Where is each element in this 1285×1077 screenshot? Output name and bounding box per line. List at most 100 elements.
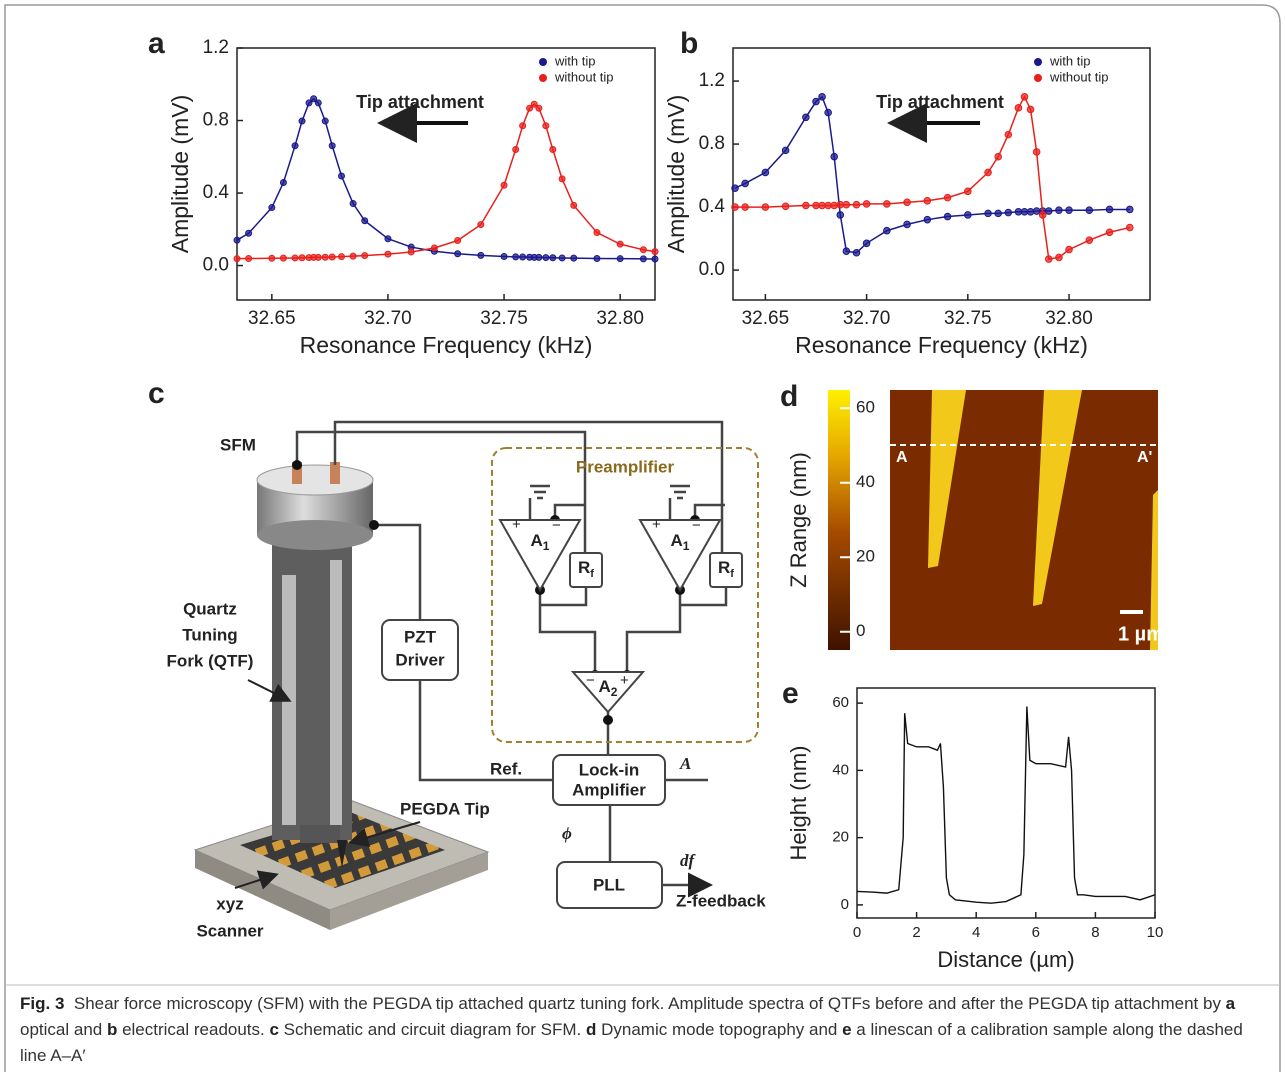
rf-label: Rf <box>718 558 734 579</box>
data-point <box>593 254 601 262</box>
data-point <box>903 220 911 229</box>
start-label: A <box>896 449 908 466</box>
data-point <box>1038 211 1047 219</box>
data-point <box>500 252 508 260</box>
data-point <box>842 247 851 255</box>
data-point <box>298 117 306 125</box>
zfeedback-label: Z-feedback <box>676 891 766 910</box>
caption-bold: d <box>586 1020 597 1039</box>
legend-label: with tip <box>554 53 595 68</box>
arrow <box>348 821 421 848</box>
amplifier <box>570 671 646 714</box>
rf-sub: f <box>590 568 594 580</box>
panel-label: d <box>780 380 798 413</box>
data-point <box>291 142 299 150</box>
data-point <box>1105 205 1114 214</box>
sign: − <box>586 672 595 689</box>
qtf-label: Quartz <box>183 599 237 618</box>
data-point <box>279 254 287 262</box>
phase-label: ϕ <box>562 824 572 843</box>
data-point <box>842 200 851 209</box>
y-tick-label: 1.2 <box>203 37 229 58</box>
data-point <box>384 235 392 243</box>
data-point <box>651 248 659 256</box>
y-tick-label: 0.0 <box>203 255 229 276</box>
annotation: Tip attachment <box>356 92 484 112</box>
scanner-label: xyz <box>216 894 243 913</box>
y-tick-label: 0.4 <box>699 196 726 217</box>
x-tick-label: 32.80 <box>596 308 644 329</box>
y-axis-label: Amplitude (mV) <box>663 95 689 253</box>
data-point <box>1014 104 1023 112</box>
caption-bold: b <box>106 1020 118 1039</box>
data-point <box>651 255 659 263</box>
data-point <box>994 209 1002 218</box>
data-point <box>314 253 322 261</box>
colorbar <box>828 390 850 650</box>
data-point <box>781 202 790 211</box>
data-point <box>535 253 543 261</box>
scale-label: 1 µm <box>1118 623 1164 645</box>
data-point <box>883 226 891 235</box>
wire <box>528 498 672 520</box>
x-tick-label: 32.65 <box>248 308 296 329</box>
x-tick-label: 6 <box>1032 924 1040 941</box>
data-point <box>830 152 839 161</box>
data-point <box>298 254 306 262</box>
caption-bold: c <box>269 1020 279 1039</box>
data-point <box>731 184 739 192</box>
data-point <box>616 255 624 263</box>
head <box>257 520 373 550</box>
plot-frame <box>856 687 1156 919</box>
data-point <box>321 117 329 125</box>
colorbar-tick-label: 20 <box>856 547 875 566</box>
data-point <box>477 221 485 229</box>
data-point <box>245 229 253 237</box>
sign: + <box>652 516 661 533</box>
legend-marker <box>539 74 547 82</box>
amplitude-label: A <box>679 754 691 773</box>
data-point <box>1004 130 1013 139</box>
x-axis-label: Resonance Frequency (kHz) <box>795 332 1088 358</box>
y-tick-label: 20 <box>832 829 849 846</box>
y-tick-label: 0.8 <box>203 110 229 131</box>
amplifier <box>638 519 722 593</box>
lockin-label: Lock-in <box>579 760 639 779</box>
scanner-side <box>195 850 330 930</box>
data-point <box>731 203 739 211</box>
data-point <box>1055 206 1063 215</box>
topography: d Z Range (nm) A A' 1 µm <box>780 380 1164 650</box>
data-point <box>639 246 647 254</box>
data-point <box>802 201 810 210</box>
data-point <box>984 209 992 218</box>
colorbar-tick-label: 40 <box>856 472 875 491</box>
amp-sub: 2 <box>611 685 618 699</box>
series-line <box>856 706 1156 904</box>
data-point <box>549 254 557 262</box>
data-point <box>361 252 369 260</box>
data-point <box>570 201 578 209</box>
caption-text: a linescan of a calibration sample along… <box>20 1020 1248 1065</box>
qtf-end <box>300 825 340 843</box>
data-point <box>1065 206 1073 215</box>
data-point <box>1105 228 1114 237</box>
data-point <box>943 193 952 202</box>
data-point <box>943 212 952 221</box>
data-point <box>1085 206 1094 215</box>
amp-label: A1 <box>671 531 690 553</box>
wire <box>374 523 553 782</box>
rf-base: R <box>578 558 590 577</box>
data-point <box>454 237 462 245</box>
x-tick-label: 32.75 <box>480 308 528 329</box>
x-tick-label: 32.65 <box>742 308 790 329</box>
data-point <box>639 255 647 263</box>
y-tick-label: 0.8 <box>699 133 725 154</box>
x-tick-label: 32.70 <box>364 308 412 329</box>
annotation: Tip attachment <box>876 92 1004 112</box>
qtf-label: Fork (QTF) <box>167 651 254 670</box>
data-point <box>361 217 369 225</box>
caption-text: optical and <box>20 994 1240 1039</box>
caption-text: electrical readouts. <box>117 1020 270 1039</box>
sign: + <box>512 516 521 533</box>
